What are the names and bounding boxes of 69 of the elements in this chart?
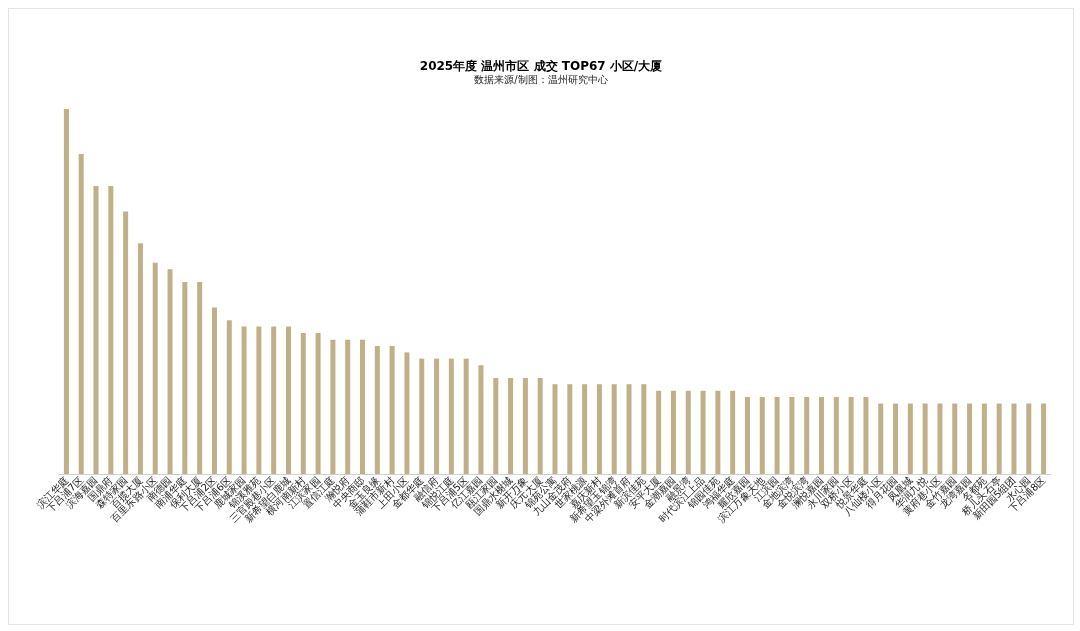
bar <box>1026 403 1032 474</box>
bar <box>197 282 203 474</box>
bar <box>537 378 543 474</box>
bar <box>700 390 706 474</box>
bar <box>981 403 987 474</box>
bar <box>374 345 380 474</box>
bar <box>330 339 336 474</box>
bar <box>670 390 676 474</box>
bar <box>596 384 602 474</box>
chart-title: 2025年度 温州市区 成交 TOP67 小区/大厦 <box>419 59 663 73</box>
bar <box>567 384 573 474</box>
bar <box>952 403 958 474</box>
bar <box>434 358 440 474</box>
bar <box>360 339 366 474</box>
bar <box>404 352 410 474</box>
bar <box>833 396 839 474</box>
bar <box>182 282 188 474</box>
bar <box>848 396 854 474</box>
bar <box>285 326 291 474</box>
bar <box>63 109 69 474</box>
bar <box>211 307 217 474</box>
bar <box>508 378 514 474</box>
bar <box>493 378 499 474</box>
bar <box>922 403 928 474</box>
bar <box>878 403 884 474</box>
bar <box>463 358 469 474</box>
bar <box>78 153 84 474</box>
bar <box>789 396 795 474</box>
bar <box>907 403 913 474</box>
bar <box>300 333 306 474</box>
bar <box>967 403 973 474</box>
bar <box>226 320 232 474</box>
bar <box>93 186 99 474</box>
bar <box>478 365 484 474</box>
bar <box>996 403 1002 474</box>
bar <box>1011 403 1017 474</box>
bar <box>774 396 780 474</box>
bar <box>819 396 825 474</box>
bar <box>744 396 750 474</box>
bar <box>315 333 321 474</box>
bar <box>641 384 647 474</box>
bar <box>626 384 632 474</box>
bar <box>582 384 588 474</box>
bar <box>256 326 262 474</box>
bar <box>804 396 810 474</box>
chart-subtitle: 数据来源/制图：温州研究中心 <box>474 73 608 85</box>
bar <box>552 384 558 474</box>
bar <box>271 326 277 474</box>
bar <box>730 390 736 474</box>
bar <box>656 390 662 474</box>
bar <box>685 390 691 474</box>
bar <box>863 396 869 474</box>
bar <box>419 358 425 474</box>
bar <box>522 378 528 474</box>
bar <box>715 390 721 474</box>
bar <box>345 339 351 474</box>
bar <box>137 243 143 474</box>
bar <box>937 403 943 474</box>
bar <box>167 269 173 474</box>
bar <box>123 211 129 474</box>
bar <box>448 358 454 474</box>
bar <box>611 384 617 474</box>
bar <box>152 262 158 474</box>
bar <box>108 186 114 474</box>
bar <box>893 403 899 474</box>
bar <box>1041 403 1047 474</box>
bar <box>241 326 247 474</box>
bar <box>759 396 765 474</box>
bar <box>389 345 395 474</box>
